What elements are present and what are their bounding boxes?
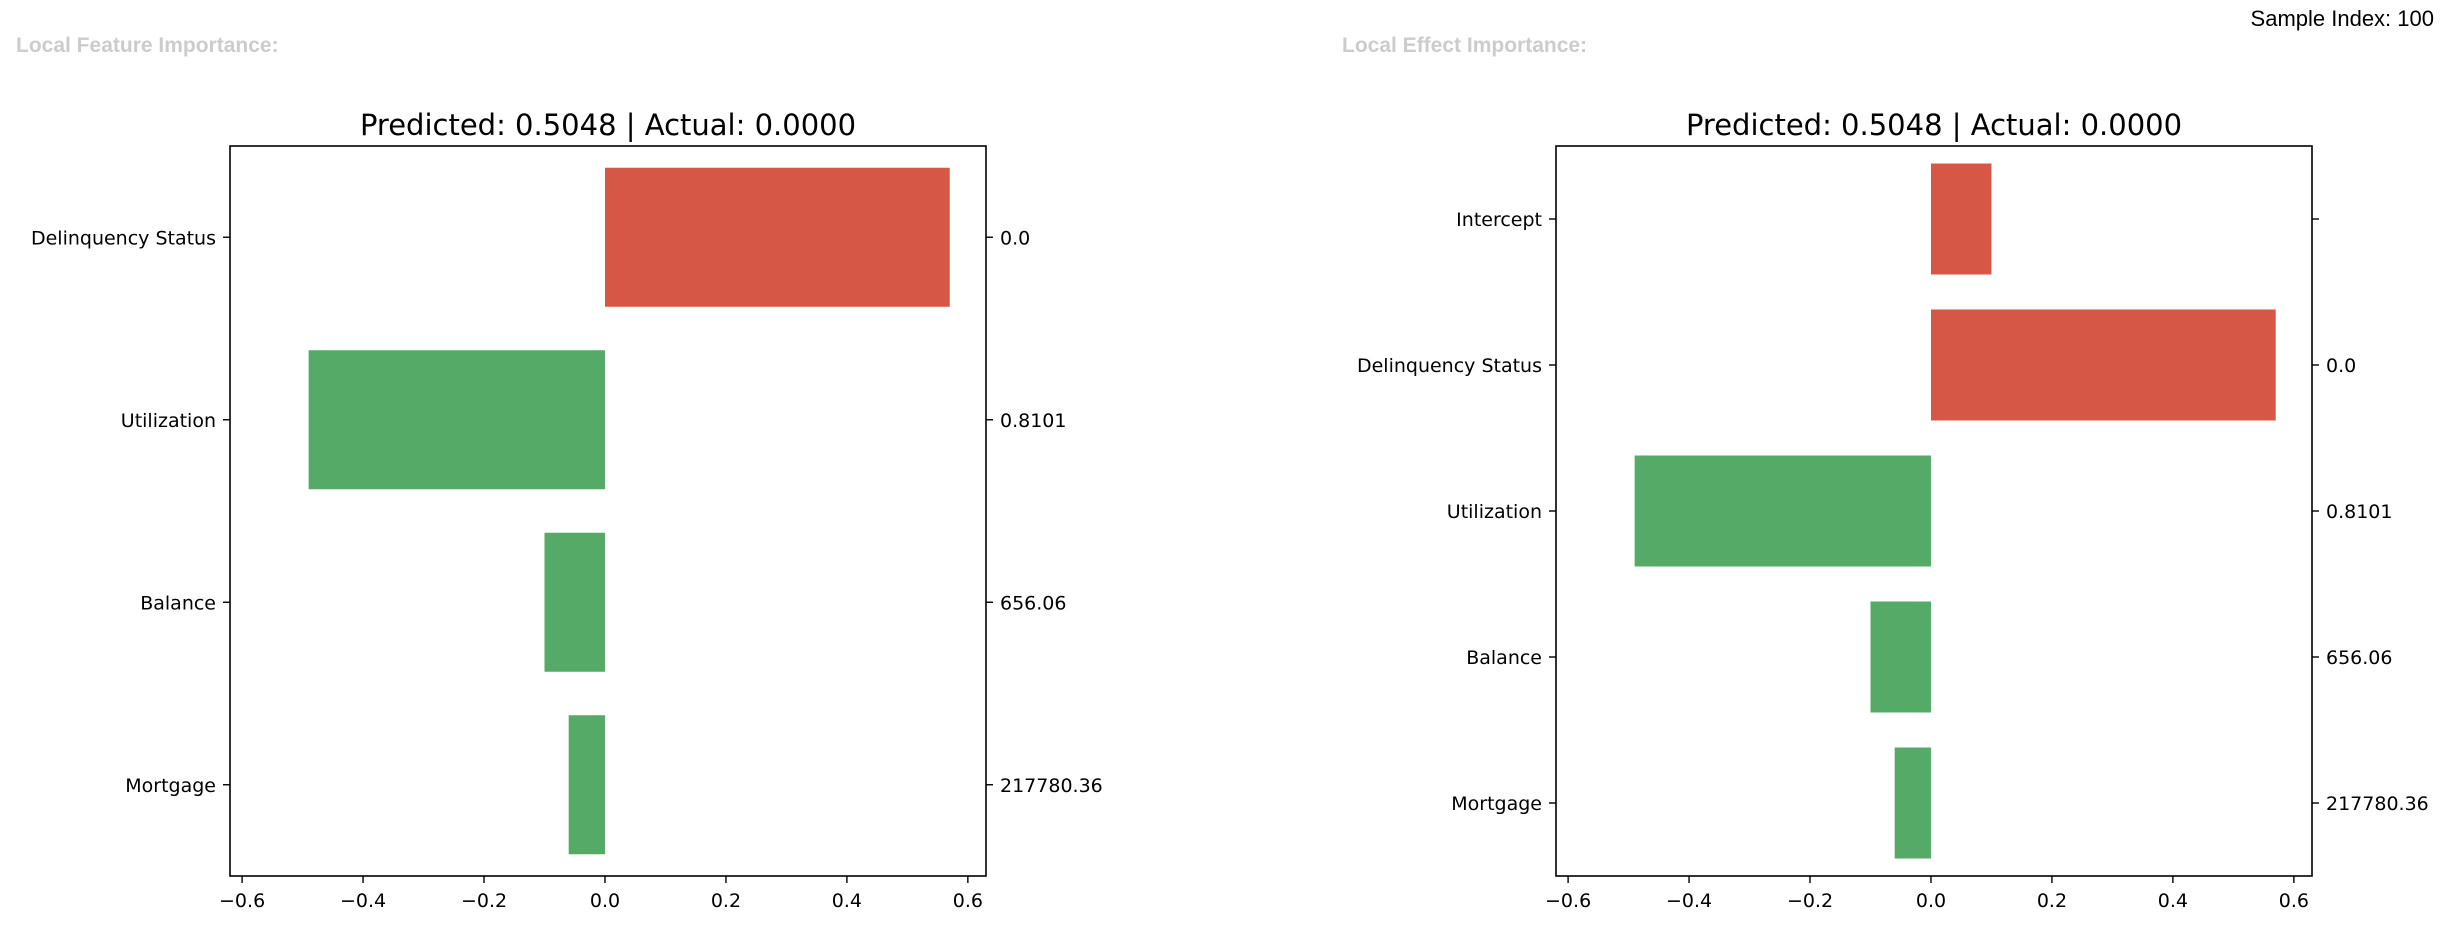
right-chart-bar-intercept (1930, 163, 1992, 275)
right-chart-bar-delinquency-status (1930, 309, 2276, 421)
left-chart-right-tick-label: 656.06 (1000, 592, 1066, 614)
right-chart-title: Predicted: 0.5048 | Actual: 0.0000 (1686, 108, 2182, 142)
left-chart-category-label: Mortgage (125, 775, 216, 797)
left-chart-title: Predicted: 0.5048 | Actual: 0.0000 (360, 108, 856, 142)
left-chart-x-tick-label: −0.4 (340, 890, 386, 912)
left-chart-right-tick-label: 0.8101 (1000, 410, 1066, 432)
sample-index-label: Sample Index: 100 (2250, 6, 2434, 31)
left-chart-category-label: Delinquency Status (31, 227, 216, 249)
left-chart-x-tick-label: 0.6 (953, 890, 983, 912)
right-chart-x-tick-label: −0.6 (1545, 890, 1591, 912)
left-chart-frame (229, 145, 987, 877)
left-chart-right-tick-label: 0.0 (1000, 227, 1030, 249)
right-chart-right-tick-label: 656.06 (2326, 647, 2392, 669)
left-chart-bar-delinquency-status (604, 167, 950, 307)
right-chart-bar-utilization (1634, 455, 1931, 567)
right-chart-right-tick-label: 0.0 (2326, 355, 2356, 377)
left-chart-x-tick-label: 0.0 (590, 890, 620, 912)
right-chart-bar-balance (1870, 601, 1931, 713)
left-chart-right-tick-label: 217780.36 (1000, 775, 1103, 797)
right-chart-x-tick-label: 0.4 (2158, 890, 2188, 912)
right-panel-heading: Local Effect Importance: (1342, 34, 1588, 57)
right-chart-category-label: Balance (1466, 647, 1542, 669)
right-chart-category-label: Utilization (1447, 501, 1542, 523)
left-chart-x-tick-label: −0.6 (219, 890, 265, 912)
right-chart-x-tick-label: 0.2 (2037, 890, 2067, 912)
left-chart-x-tick-label: −0.2 (461, 890, 507, 912)
left-chart-bar-utilization (308, 350, 605, 490)
left-chart-bar-mortgage (568, 715, 605, 855)
right-chart-right-tick-label: 217780.36 (2326, 793, 2429, 815)
right-chart-right-tick-label: 0.8101 (2326, 501, 2392, 523)
left-panel-heading: Local Feature Importance: (16, 34, 279, 57)
right-chart-x-tick-label: −0.4 (1666, 890, 1712, 912)
right-chart-category-label: Mortgage (1451, 793, 1542, 815)
left-chart-x-tick-label: 0.4 (832, 890, 862, 912)
right-chart-category-label: Delinquency Status (1357, 355, 1542, 377)
right-chart-x-tick-label: −0.2 (1787, 890, 1833, 912)
right-chart-x-tick-label: 0.0 (1916, 890, 1946, 912)
left-chart-bar-balance (544, 532, 605, 672)
right-chart-bar-mortgage (1894, 747, 1931, 859)
right-chart-x-tick-label: 0.6 (2279, 890, 2309, 912)
left-chart-category-label: Balance (140, 592, 216, 614)
left-chart-x-tick-label: 0.2 (711, 890, 741, 912)
left-chart-category-label: Utilization (121, 410, 216, 432)
right-chart-category-label: Intercept (1456, 209, 1542, 231)
